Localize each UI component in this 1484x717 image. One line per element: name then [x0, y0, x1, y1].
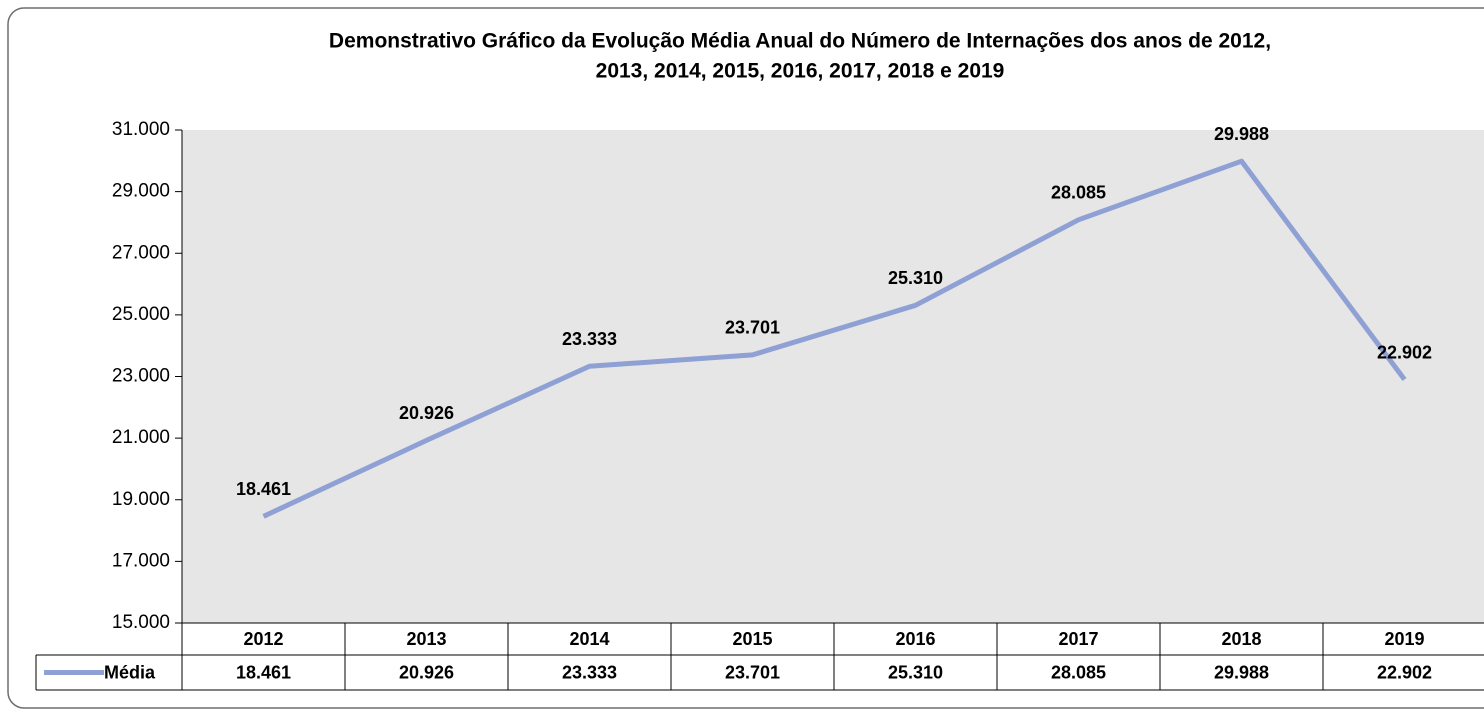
legend-label: Média [104, 662, 156, 682]
y-tick-label: 17.000 [112, 550, 170, 571]
data-label: 28.085 [1051, 183, 1106, 203]
table-value: 25.310 [888, 662, 943, 682]
x-tick-label: 2016 [895, 629, 935, 649]
y-tick-label: 25.000 [112, 304, 170, 325]
y-tick-label: 29.000 [112, 181, 170, 202]
x-tick-label: 2015 [732, 629, 772, 649]
y-tick-label: 15.000 [112, 612, 170, 633]
y-tick-label: 31.000 [112, 119, 170, 140]
data-label: 20.926 [399, 403, 454, 423]
data-label: 25.310 [888, 268, 943, 288]
x-tick-label: 2014 [569, 629, 609, 649]
table-value: 23.333 [562, 662, 617, 682]
table-value: 23.701 [725, 662, 780, 682]
x-tick-label: 2019 [1384, 629, 1424, 649]
chart-title: Demonstrativo Gráfico da Evolução Média … [329, 30, 1271, 53]
y-tick-label: 27.000 [112, 242, 170, 263]
x-tick-label: 2012 [243, 629, 283, 649]
table-value: 29.988 [1214, 662, 1269, 682]
y-tick-label: 21.000 [112, 427, 170, 448]
data-label: 18.461 [236, 479, 291, 499]
series-line [262, 158, 1407, 519]
x-tick-label: 2018 [1221, 629, 1261, 649]
x-tick-label: 2013 [406, 629, 446, 649]
plot-area [182, 130, 1484, 623]
table-value: 20.926 [399, 662, 454, 682]
table-value: 22.902 [1377, 662, 1432, 682]
y-tick-label: 23.000 [112, 366, 170, 387]
data-label: 22.902 [1377, 342, 1432, 362]
x-tick-label: 2017 [1058, 629, 1098, 649]
table-value: 28.085 [1051, 662, 1106, 682]
chart-title: 2013, 2014, 2015, 2016, 2017, 2018 e 201… [596, 60, 1005, 83]
y-tick-label: 19.000 [112, 489, 170, 510]
data-label: 23.701 [725, 318, 780, 338]
table-value: 18.461 [236, 662, 291, 682]
data-label: 23.333 [562, 329, 617, 349]
data-label: 29.988 [1214, 124, 1269, 144]
